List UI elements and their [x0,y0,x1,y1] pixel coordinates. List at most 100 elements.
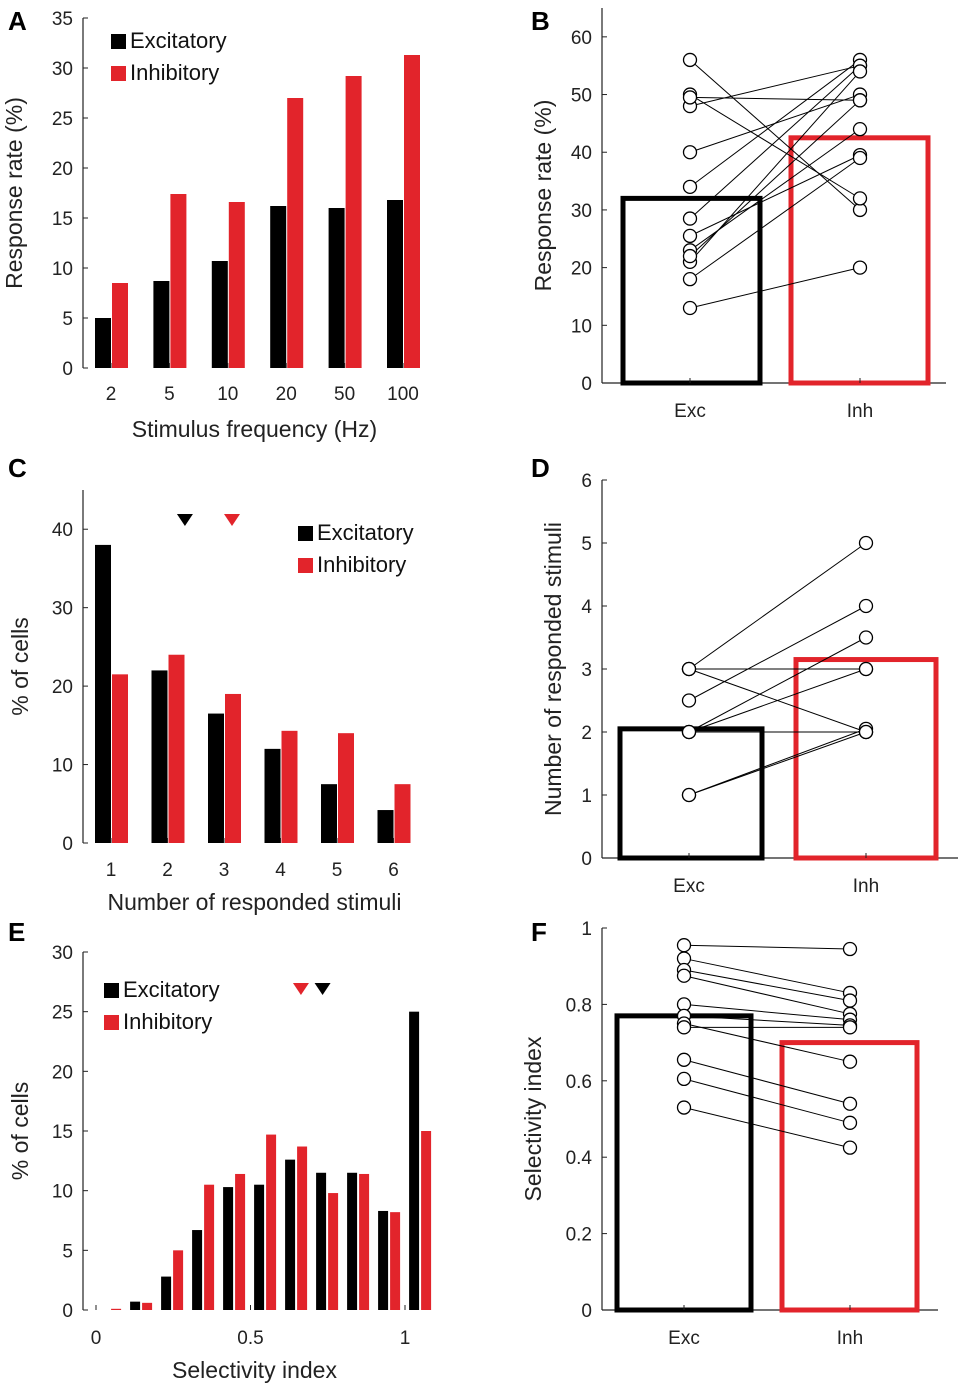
y-tick-label: 15 [52,209,73,230]
x-tick-label: 5 [164,384,175,405]
bar-inhibitory-1 [112,674,128,843]
y-tick-label: 0.8 [566,995,592,1016]
paired-line [688,728,867,796]
cell-point-exc [676,1020,692,1035]
panel-label-F: F [531,917,547,947]
x-axis-label: Stimulus frequency (Hz) [132,416,377,442]
panel-label-C: C [8,453,27,483]
paired-line [683,975,851,1015]
y-tick-label: 40 [571,143,592,164]
cell-point-inh [842,1140,858,1155]
y-tick-label: 20 [571,259,592,280]
bar-excitatory-6 [377,810,394,843]
bar-inhibitory-20 [287,98,304,368]
cell-point-exc [676,1100,692,1115]
mean-bar-inh [788,135,931,386]
bar-inhibitory-0.2 [173,1250,184,1310]
x-tick-label: 6 [388,860,399,881]
y-tick-label: 0 [62,359,73,380]
cell-point-exc [682,179,698,194]
cell-point-inh [858,598,874,614]
cell-point-exc [682,211,698,226]
paired-line [683,944,851,950]
y-tick-label: 35 [52,9,73,30]
x-tick-label: Inh [837,1328,863,1349]
bar-excitatory-0.1 [130,1301,141,1310]
panel-F: F 0 0.2 0.4 0.6 0.8 1 Selectivity index Exc Inh [520,917,938,1349]
panel-label-E: E [8,917,25,947]
paired-line [688,605,867,701]
y-tick-label: 0 [62,1301,73,1322]
bar-inhibitory-100 [404,55,420,368]
bar-inhibitory-0.1 [142,1302,153,1310]
bar-inhibitory-5 [338,733,354,843]
legend-label-inhibitory: Inhibitory [123,1009,212,1034]
bar-excitatory-0.9 [378,1210,389,1310]
bar-excitatory-100 [387,200,403,368]
paired-line [683,1003,851,1021]
bar-excitatory-5 [153,281,170,368]
median-marker-inhibitory [224,514,240,526]
bar-inhibitory-0.9 [390,1212,401,1310]
y-axis-label: % of cells [7,1082,33,1180]
x-axis-label: Selectivity index [172,1357,337,1383]
cell-point-inh [852,93,868,108]
bar-inhibitory-0.8 [359,1173,370,1310]
y-tick-label: 5 [581,534,592,555]
bar-inhibitory-0 [111,1308,122,1310]
mean-bar-exc [620,195,763,386]
paired-line [683,1059,851,1105]
paired-line [689,59,861,211]
y-tick-label: 0.2 [566,1225,592,1246]
panel-D: D 0 1 2 3 4 5 6 Number of responded stimuli Exc In… [531,453,958,897]
legend-swatch-inhibitory [104,1015,119,1030]
cell-point-inh [852,191,868,206]
panel-label-B: B [531,6,550,36]
x-tick-label: 10 [217,384,238,405]
y-axis-label: % of cells [7,617,33,715]
cell-point-exc [681,787,697,803]
bar-inhibitory-1 [421,1131,432,1310]
paired-line [689,154,861,237]
paired-line [689,157,861,280]
cell-point-exc [682,90,698,105]
bar-excitatory-3 [208,713,224,843]
y-axis-label: Response rate (%) [530,100,556,292]
paired-line [683,969,851,1002]
legend-swatch-excitatory [111,34,126,49]
mean-bar-inh [793,657,939,861]
bar-inhibitory-10 [228,202,245,368]
paired-line [683,1107,851,1149]
bar-excitatory-50 [328,208,345,368]
y-tick-label: 5 [62,1241,73,1262]
x-tick-label: 100 [387,384,419,405]
cell-point-exc [682,272,698,287]
x-tick-label: Inh [847,401,873,422]
x-tick-label: 50 [334,384,355,405]
cell-point-exc [681,724,697,740]
y-tick-label: 20 [52,1062,73,1083]
y-tick-label: 30 [571,201,592,222]
paired-line [689,65,861,107]
x-tick-label: 1 [400,1328,411,1349]
y-tick-label: 50 [571,86,592,107]
bar-inhibitory-0.5 [266,1134,277,1310]
cell-point-inh [858,630,874,645]
y-tick-label: 1 [581,786,592,807]
y-tick-label: 3 [581,660,592,681]
bar-inhibitory-0.6 [297,1146,308,1310]
paired-line [689,59,861,188]
y-tick-label: 10 [52,259,73,280]
y-tick-label: 0 [62,834,73,855]
x-tick-label: Exc [673,876,705,897]
cell-point-exc [676,1071,692,1087]
mean-bar-inh [779,1040,920,1313]
y-tick-label: 25 [52,1003,73,1024]
legend-swatch-excitatory [104,983,119,998]
panel-label-D: D [531,453,550,483]
y-tick-label: 0 [581,374,592,395]
cell-point-exc [681,661,697,677]
y-tick-label: 0 [581,1301,592,1322]
